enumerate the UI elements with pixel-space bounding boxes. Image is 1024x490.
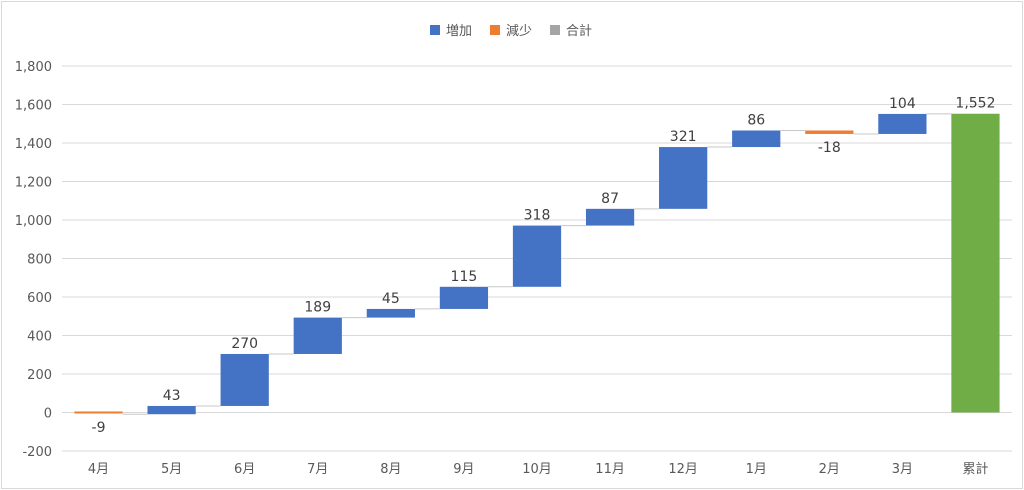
x-tick-label: 3月 bbox=[892, 462, 913, 477]
x-tick-label: 5月 bbox=[161, 462, 182, 477]
data-label: -9 bbox=[92, 420, 106, 436]
waterfall-bar bbox=[732, 130, 781, 148]
data-label: 318 bbox=[524, 208, 551, 224]
data-label: 270 bbox=[231, 336, 258, 352]
x-tick-label: 12月 bbox=[668, 462, 698, 477]
legend-swatch-total bbox=[550, 24, 560, 35]
data-label: 1,552 bbox=[955, 96, 995, 112]
x-tick-label: 11月 bbox=[595, 462, 625, 477]
waterfall-bar bbox=[659, 147, 708, 209]
waterfall-bar bbox=[74, 411, 123, 414]
x-tick-label: 4月 bbox=[88, 462, 109, 477]
waterfall-bar bbox=[366, 308, 415, 318]
x-tick-label: 7月 bbox=[307, 462, 328, 477]
x-tick-label: 累計 bbox=[962, 461, 988, 477]
y-tick-label: 1,600 bbox=[15, 99, 52, 114]
waterfall-bar bbox=[293, 317, 342, 354]
data-label: 189 bbox=[304, 300, 331, 316]
x-tick-label: 10月 bbox=[522, 462, 552, 477]
y-tick-label: 1,200 bbox=[15, 176, 52, 191]
waterfall-bar bbox=[878, 113, 927, 134]
waterfall-bar bbox=[220, 353, 269, 406]
legend-swatch-decrease bbox=[489, 24, 500, 35]
y-tick-label: 1,000 bbox=[15, 214, 52, 229]
waterfall-bar bbox=[439, 286, 489, 309]
waterfall-bar bbox=[585, 208, 635, 226]
legend-label-total: 合計 bbox=[566, 24, 593, 39]
waterfall-bar bbox=[147, 405, 196, 415]
data-label: 86 bbox=[747, 112, 765, 128]
x-tick-label: 2月 bbox=[819, 462, 840, 477]
waterfall-bar bbox=[951, 113, 1000, 413]
y-tick-label: 800 bbox=[27, 253, 52, 268]
legend-item-increase: 増加 bbox=[429, 20, 472, 39]
legend-swatch-increase bbox=[429, 24, 440, 35]
y-tick-label: 1,800 bbox=[15, 60, 52, 75]
y-tick-label: 0 bbox=[44, 407, 52, 422]
x-tick-label: 1月 bbox=[746, 462, 767, 477]
x-tick-label: 8月 bbox=[380, 462, 401, 477]
legend-item-decrease: 減少 bbox=[489, 20, 532, 39]
data-label: -18 bbox=[818, 140, 841, 156]
data-label: 87 bbox=[601, 191, 619, 207]
data-label: 43 bbox=[163, 388, 181, 404]
data-label: 45 bbox=[382, 291, 400, 307]
y-tick-label: -200 bbox=[22, 445, 52, 460]
legend-label-increase: 増加 bbox=[445, 24, 472, 39]
legend-item-total: 合計 bbox=[550, 20, 592, 39]
y-tick-label: 400 bbox=[27, 330, 52, 345]
legend-label-decrease: 減少 bbox=[505, 24, 532, 39]
data-label: 321 bbox=[670, 129, 697, 145]
waterfall-bar bbox=[805, 130, 854, 134]
data-label: 104 bbox=[889, 96, 916, 112]
data-label: 115 bbox=[451, 269, 478, 285]
chart-legend: 増加 減少 合計 bbox=[0, 20, 1022, 39]
x-tick-label: 9月 bbox=[453, 462, 474, 477]
y-tick-label: 1,400 bbox=[15, 137, 52, 152]
y-tick-label: 200 bbox=[27, 368, 52, 383]
y-tick-label: 600 bbox=[27, 291, 52, 306]
x-tick-label: 6月 bbox=[234, 462, 255, 477]
waterfall-bar bbox=[512, 225, 562, 287]
